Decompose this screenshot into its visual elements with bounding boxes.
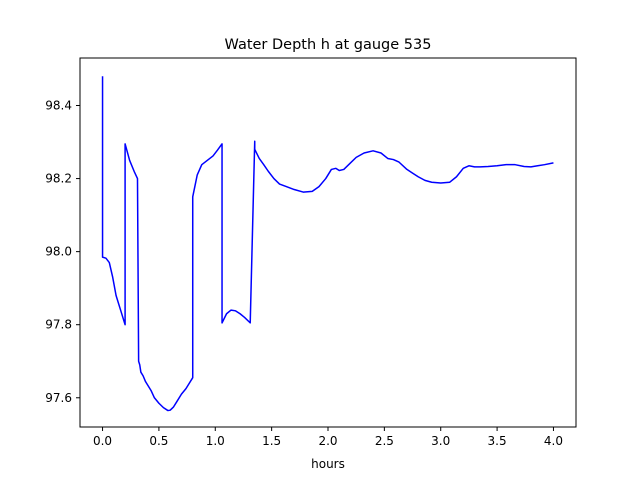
x-axis-label: hours <box>311 457 345 471</box>
y-tick-label: 97.8 <box>45 318 72 332</box>
x-tick-label: 2.0 <box>318 434 337 448</box>
y-tick-label: 98.0 <box>45 245 72 259</box>
x-tick-label: 3.0 <box>431 434 450 448</box>
chart-title: Water Depth h at gauge 535 <box>225 37 432 53</box>
x-tick-label: 2.5 <box>375 434 394 448</box>
x-tick-label: 3.5 <box>488 434 507 448</box>
x-tick-label: 0.5 <box>149 434 168 448</box>
x-axis: 0.0 0.5 1.0 1.5 2.0 2.5 3.0 3.5 4.0 <box>93 427 563 448</box>
x-tick-label: 0.0 <box>93 434 112 448</box>
x-tick-label: 1.5 <box>262 434 281 448</box>
series-layer <box>101 76 554 412</box>
plot-area <box>80 58 576 427</box>
y-tick-label: 98.4 <box>45 98 72 112</box>
y-tick-label: 98.2 <box>45 172 72 186</box>
x-tick-label: 1.0 <box>206 434 225 448</box>
x-tick-label: 4.0 <box>544 434 563 448</box>
y-tick-label: 97.6 <box>45 391 72 405</box>
y-axis: 97.6 97.8 98.0 98.2 98.4 <box>45 98 80 405</box>
series-line-0 <box>101 76 554 412</box>
